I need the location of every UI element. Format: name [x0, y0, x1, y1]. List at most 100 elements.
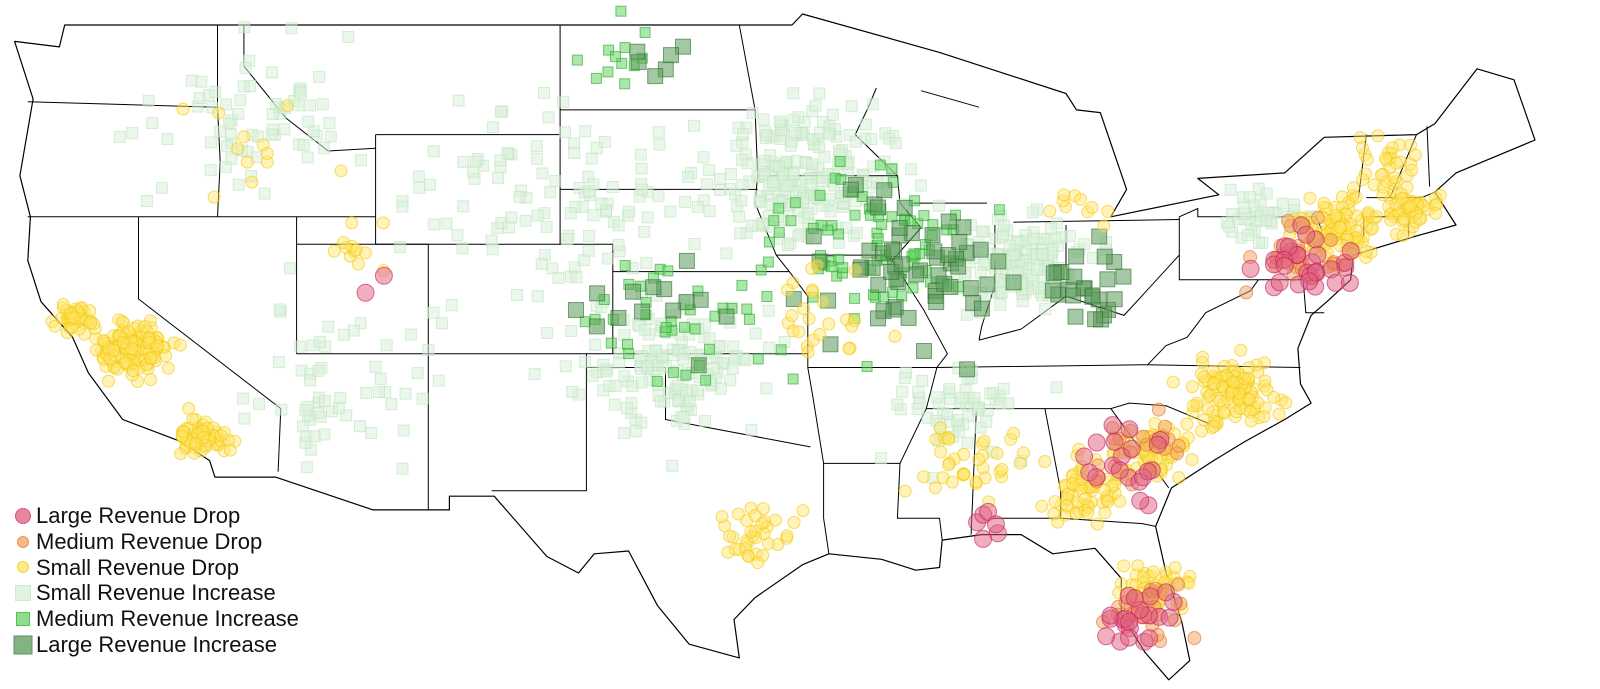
- marker-small-inc: [531, 152, 543, 165]
- marker-small-inc: [469, 155, 482, 168]
- marker-small-drop: [1051, 515, 1065, 529]
- marker-small-drop: [822, 317, 836, 331]
- marker-small-inc: [1260, 187, 1273, 200]
- marker-small-inc: [273, 303, 286, 316]
- marker-medium-inc: [775, 344, 787, 356]
- marker-small-inc: [220, 98, 233, 111]
- marker-small-drop: [115, 315, 129, 328]
- marker-large-inc: [959, 361, 976, 378]
- marker-small-inc: [505, 211, 518, 224]
- marker-small-inc: [1044, 222, 1057, 235]
- marker-large-inc: [951, 233, 968, 250]
- marker-large-drop: [1087, 468, 1106, 487]
- marker-small-drop: [150, 339, 164, 353]
- marker-small-inc: [332, 401, 345, 414]
- marker-small-drop: [813, 327, 827, 341]
- marker-small-drop: [847, 314, 861, 328]
- marker-medium-inc: [834, 156, 846, 167]
- marker-small-inc: [535, 257, 548, 270]
- marker-small-inc: [253, 397, 265, 410]
- legend-item-small-increase: Small Revenue Increase: [14, 580, 299, 606]
- marker-medium-inc: [762, 256, 774, 268]
- marker-medium-drop: [1324, 232, 1338, 247]
- marker-large-inc: [1005, 274, 1022, 291]
- marker-small-drop: [805, 285, 819, 299]
- marker-small-inc: [724, 374, 737, 387]
- marker-small-drop: [144, 373, 158, 387]
- marker-small-inc: [340, 409, 353, 422]
- marker-small-inc: [501, 147, 514, 160]
- marker-small-drop: [1217, 405, 1231, 419]
- marker-small-drop: [1244, 414, 1258, 428]
- marker-small-drop: [728, 542, 742, 556]
- marker-large-drop: [1075, 447, 1094, 466]
- marker-small-drop: [327, 244, 341, 258]
- marker-small-inc: [641, 360, 653, 373]
- marker-small-inc: [724, 183, 737, 195]
- marker-small-drop: [161, 361, 175, 375]
- marker-small-inc: [1031, 263, 1043, 276]
- marker-small-drop: [1226, 375, 1240, 389]
- marker-small-drop: [1390, 156, 1403, 170]
- legend-label: Small Revenue Increase: [36, 580, 276, 606]
- marker-small-inc: [126, 127, 139, 140]
- marker-small-inc: [788, 168, 800, 181]
- marker-medium-inc: [752, 353, 764, 365]
- marker-small-drop: [780, 529, 794, 543]
- marker-small-inc: [238, 21, 251, 34]
- marker-large-inc: [1099, 271, 1116, 288]
- marker-small-inc: [1027, 232, 1040, 245]
- marker-small-drop: [119, 355, 133, 369]
- legend-item-large-drop: Large Revenue Drop: [14, 503, 299, 529]
- marker-small-inc: [736, 179, 749, 192]
- marker-medium-inc: [761, 291, 773, 302]
- marker-small-drop: [1367, 178, 1381, 192]
- marker-medium-inc: [744, 313, 755, 325]
- marker-large-drop: [356, 283, 375, 302]
- marker-medium-inc: [700, 374, 712, 386]
- marker-small-drop: [1172, 471, 1186, 485]
- marker-medium-inc: [993, 204, 1005, 216]
- marker-small-inc: [266, 66, 278, 79]
- marker-large-inc: [940, 213, 957, 230]
- legend-label: Large Revenue Drop: [36, 502, 241, 528]
- marker-small-inc: [427, 306, 440, 319]
- marker-small-drop: [1078, 492, 1092, 506]
- marker-small-inc: [146, 117, 159, 130]
- marker-small-inc: [773, 160, 785, 173]
- marker-medium-inc: [616, 57, 628, 69]
- marker-small-inc: [342, 31, 355, 43]
- marker-small-inc: [302, 115, 315, 128]
- marker-small-inc: [788, 126, 801, 139]
- marker-small-drop: [756, 502, 770, 516]
- marker-small-inc: [413, 181, 426, 194]
- marker-small-drop: [990, 447, 1004, 460]
- marker-small-drop: [240, 155, 254, 169]
- marker-small-drop: [1339, 207, 1353, 221]
- marker-small-drop: [781, 283, 794, 297]
- marker-small-inc: [579, 125, 592, 138]
- marker-small-inc: [762, 304, 775, 317]
- marker-large-inc: [692, 291, 709, 308]
- marker-small-inc: [355, 154, 367, 167]
- marker-small-drop: [1257, 356, 1271, 370]
- marker-large-inc: [820, 292, 837, 309]
- marker-small-inc: [1253, 236, 1265, 249]
- marker-small-inc: [792, 229, 805, 242]
- state-border: [926, 402, 1219, 429]
- marker-small-drop: [1350, 224, 1363, 238]
- marker-small-inc: [161, 133, 174, 145]
- marker-small-drop: [1397, 212, 1411, 226]
- marker-small-inc: [589, 338, 602, 351]
- legend-item-small-drop: Small Revenue Drop: [14, 555, 299, 581]
- marker-small-drop: [1137, 570, 1150, 584]
- marker-large-inc: [900, 309, 917, 326]
- marker-small-drop: [744, 525, 758, 539]
- state-border: [854, 87, 948, 541]
- marker-small-inc: [323, 117, 336, 130]
- marker-small-drop: [1074, 192, 1087, 206]
- marker-small-drop: [125, 368, 139, 382]
- marker-small-inc: [495, 105, 507, 118]
- marker-small-inc: [424, 178, 436, 191]
- marker-small-drop: [75, 301, 89, 315]
